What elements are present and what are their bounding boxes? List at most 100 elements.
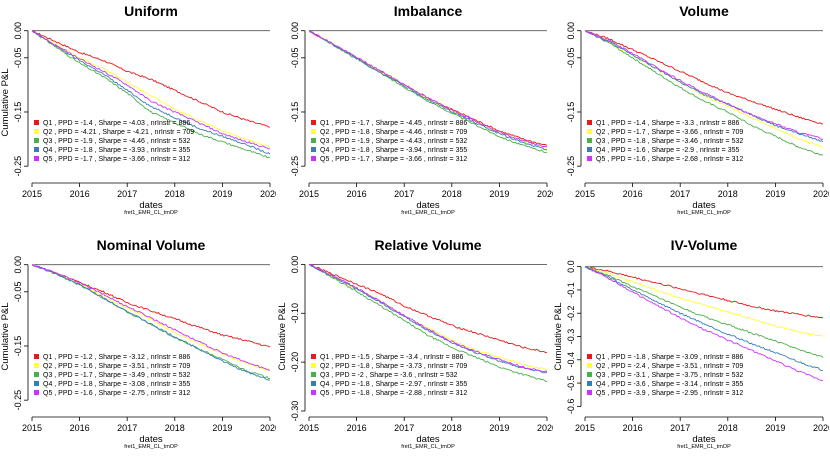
legend-entry: Q4 , PPD = -1.8 , Sharpe = -3.93 , nrIns…	[43, 147, 190, 154]
legend-swatch	[34, 381, 39, 386]
y-tick-label: -0.30	[290, 401, 300, 422]
legend-entry: Q3 , PPD = -2 , Sharpe = -3.6 , nrInstr …	[320, 372, 458, 379]
y-tick-label: -0.20	[290, 352, 300, 373]
chart-subtitle: fret1_EMR_CL_tmOP	[124, 210, 178, 216]
x-tick-label: 2020	[260, 423, 276, 433]
series-line-q3	[31, 30, 271, 159]
x-tick-label: 2015	[299, 423, 319, 433]
y-tick-label: 0.00	[290, 256, 300, 274]
legend-entry: Q2 , PPD = -4.21 , Sharpe = -4.21 , nrIn…	[43, 129, 194, 136]
chart-panel-1: Uniform 0.00 -0.05 -0.15 -0.25 2015 2016 2017 20…	[0, 0, 276, 233]
x-tick-label: 2019	[765, 423, 785, 433]
legend-swatch	[311, 354, 316, 359]
legend-entry: Q1 , PPD = -1.7 , Sharpe = -4.45 , nrIns…	[320, 120, 467, 127]
chart-svg: Nominal Volume 0.00 -0.05 -0.15 -0.25 2015 201…	[0, 237, 276, 450]
chart-title: IV-Volume	[671, 237, 738, 253]
legend-swatch	[311, 147, 316, 152]
chart-panel-3: Volume 0.00 -0.05 -0.15 -0.25 2015 2016 2017 201…	[553, 0, 829, 233]
series-line-q5	[31, 30, 271, 150]
y-tick-label: 0.00	[566, 22, 576, 40]
y-tick-label: -0.25	[566, 156, 576, 177]
x-tick-label: 2015	[575, 189, 595, 199]
legend-swatch	[34, 138, 39, 143]
x-tick-label: 2017	[394, 423, 414, 433]
series-line-q5	[584, 266, 824, 382]
y-axis-label: Cumulative P&L	[553, 302, 564, 370]
x-tick-label: 2018	[165, 423, 185, 433]
y-tick-label: -0.05	[13, 282, 23, 303]
legend-swatch	[34, 390, 39, 395]
series-line-q1	[32, 30, 271, 128]
chart-svg: Imbalance 0.00 -0.05 -0.15 -0.25 2015 2016 2017…	[290, 3, 553, 216]
x-axis-label: dates	[416, 200, 439, 211]
series-line-q4	[584, 30, 824, 143]
legend-swatch	[587, 390, 592, 395]
legend-entry: Q1 , PPD = -1.4 , Sharpe = -3.3 , nrInst…	[596, 120, 739, 127]
legend-entry: Q5 , PPD = -1.7 , Sharpe = -3.66 , nrIns…	[43, 156, 190, 163]
legend-entry: Q5 , PPD = -3.9 , Sharpe = -2.95 , nrIns…	[596, 390, 743, 397]
y-tick-label: -0.05	[566, 48, 576, 69]
y-tick-label: -0.15	[566, 102, 576, 123]
x-tick-label: 2019	[489, 189, 509, 199]
x-tick-label: 2016	[347, 189, 367, 199]
x-tick-label: 2015	[22, 189, 42, 199]
series-line-q5	[31, 264, 271, 371]
legend-entry: Q3 , PPD = -1.8 , Sharpe = -3.46 , nrIns…	[596, 138, 743, 145]
x-tick-label: 2016	[70, 423, 90, 433]
chart-panel-6: IV-Volume 0.0 -0.1 -0.2 -0.3 -0.4 -0.5 -0.6 2015…	[553, 234, 829, 467]
y-axis-label: Cumulative P&L	[0, 68, 11, 136]
series-line-q1	[584, 266, 824, 319]
legend-swatch	[587, 156, 592, 161]
legend-entry: Q4 , PPD = -3.6 , Sharpe = -3.14 , nrIns…	[596, 381, 743, 388]
chart-subtitle: fret1_EMR_CL_tmOP	[401, 444, 455, 450]
chart-title: Relative Volume	[374, 237, 481, 253]
x-tick-label: 2018	[718, 423, 738, 433]
x-tick-label: 2016	[623, 189, 643, 199]
x-tick-label: 2020	[537, 189, 553, 199]
x-tick-label: 2020	[813, 423, 829, 433]
legend-swatch	[34, 156, 39, 161]
y-tick-label: -0.25	[290, 156, 300, 177]
x-axis-label: dates	[139, 434, 162, 445]
legend-swatch	[34, 363, 39, 368]
y-tick-label: -0.4	[566, 352, 576, 368]
legend-entry: Q2 , PPD = -1.6 , Sharpe = -3.51 , nrIns…	[43, 363, 190, 370]
x-tick-label: 2018	[718, 189, 738, 199]
chart-subtitle: fret1_EMR_CL_tmOP	[677, 210, 731, 216]
series-line-q3	[31, 264, 271, 380]
legend-entry: Q2 , PPD = -1.8 , Sharpe = -3.73 , nrIns…	[320, 363, 467, 370]
legend-swatch	[587, 129, 592, 134]
x-tick-label: 2019	[212, 423, 232, 433]
legend-entry: Q4 , PPD = -1.8 , Sharpe = -3.08 , nrIns…	[43, 381, 190, 388]
y-axis-label: Cumulative P&L	[0, 302, 11, 370]
legend-entry: Q5 , PPD = -1.6 , Sharpe = -2.68 , nrIns…	[596, 156, 743, 163]
legend-swatch	[34, 354, 39, 359]
x-tick-label: 2020	[537, 423, 553, 433]
x-tick-label: 2020	[260, 189, 276, 199]
series-line-q3	[585, 30, 824, 156]
chart-svg: Uniform 0.00 -0.05 -0.15 -0.25 2015 2016 2017 20…	[0, 3, 276, 216]
legend-swatch	[587, 147, 592, 152]
legend-swatch	[311, 120, 316, 125]
series-line-q5	[584, 30, 824, 140]
x-tick-label: 2015	[299, 189, 319, 199]
chart-subtitle: fret1_EMR_CL_tmOP	[124, 444, 178, 450]
chart-subtitle: fret1_EMR_CL_tmOP	[401, 210, 455, 216]
legend-entry: Q4 , PPD = -1.6 , Sharpe = -2.9 , nrInst…	[596, 147, 739, 154]
legend-swatch	[311, 381, 316, 386]
legend-swatch	[311, 363, 316, 368]
series-line-q4	[308, 263, 548, 374]
series-line-q5	[309, 263, 548, 373]
legend-swatch	[587, 372, 592, 377]
x-tick-label: 2019	[212, 189, 232, 199]
legend-entry: Q2 , PPD = -1.7 , Sharpe = -3.66 , nrIns…	[596, 129, 743, 136]
series-line-q2	[31, 264, 271, 371]
y-tick-label: 0.00	[290, 22, 300, 40]
y-tick-label: -0.05	[13, 48, 23, 69]
y-tick-label: -0.5	[566, 375, 576, 391]
series-line-q4	[31, 264, 271, 381]
x-tick-label: 2016	[623, 423, 643, 433]
y-tick-label: -0.6	[566, 399, 576, 415]
legend-swatch	[311, 390, 316, 395]
chart-subtitle: fret1_EMR_CL_tmOP	[677, 444, 731, 450]
